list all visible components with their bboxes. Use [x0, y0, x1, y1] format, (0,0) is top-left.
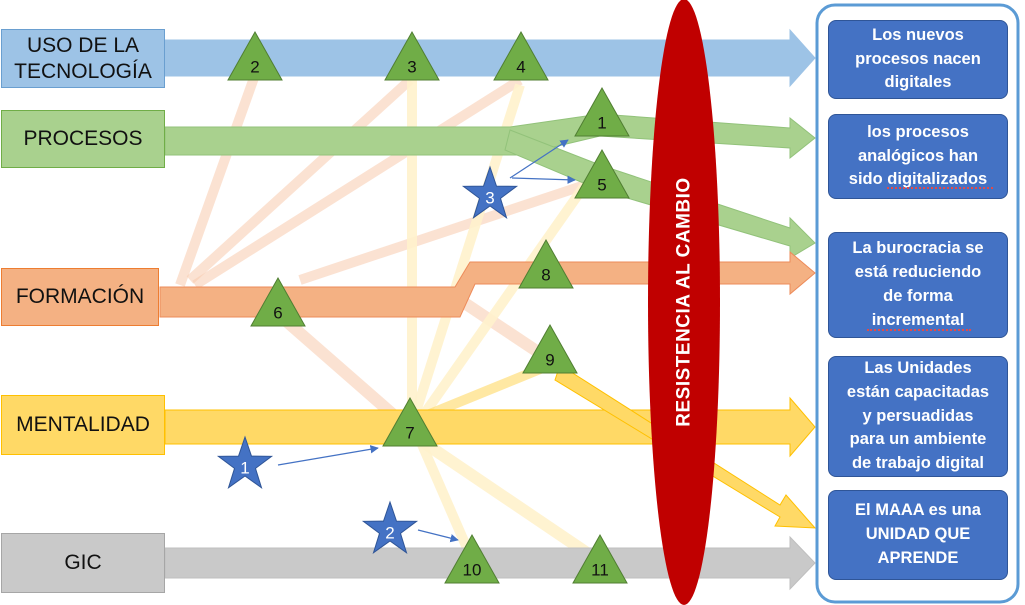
star-shape	[461, 165, 519, 219]
star-shape	[361, 500, 419, 554]
triangle-label: 4	[516, 58, 525, 77]
triangle-shape	[572, 533, 628, 584]
triangle-marker-10: 10	[444, 533, 500, 584]
influence-line	[192, 75, 523, 290]
triangle-label: 6	[273, 304, 282, 323]
procesos-arrow	[164, 113, 816, 160]
triangle-shape	[518, 238, 574, 289]
star-shape	[216, 435, 274, 489]
triangle-shape	[493, 30, 549, 81]
triangle-label: 9	[545, 351, 554, 370]
outcome-box-4: Las Unidades están capacitadas y persuad…	[828, 356, 1008, 477]
category-label-tecnologia: USO DE LA TECNOLOGÍA	[1, 29, 165, 88]
triangle-shape	[250, 276, 306, 327]
star-markers: 1 2 3	[216, 165, 519, 554]
triangle-marker-5: 5	[574, 148, 630, 199]
triangle-marker-2: 2	[227, 30, 283, 81]
star-label: 3	[485, 189, 494, 208]
triangle-shape	[384, 30, 440, 81]
spellcheck-underline	[887, 185, 993, 189]
outcome-box-2: los procesos analógicos han sido digital…	[828, 114, 1008, 199]
triangle-label: 10	[463, 561, 482, 580]
triangle-label: 5	[597, 176, 606, 195]
triangle-marker-7: 7	[382, 396, 438, 447]
triangle-shape	[382, 396, 438, 447]
influence-line	[281, 315, 409, 430]
category-label-procesos: PROCESOS	[1, 110, 165, 168]
outcomes-frame	[815, 3, 1020, 604]
star-connector	[511, 175, 576, 184]
resistance-barrier: RESISTENCIA AL CAMBIO	[648, 0, 720, 605]
category-label-mentalidad: MENTALIDAD	[1, 395, 165, 455]
outcome-box-3: La burocracia se está reduciendo de form…	[828, 232, 1008, 338]
triangle-label: 1	[597, 114, 606, 133]
triangle-label: 3	[407, 58, 416, 77]
star-connector	[277, 445, 379, 466]
category-label-formacion: FORMACIÓN	[1, 268, 159, 326]
influence-line	[298, 175, 602, 285]
outcome-box-5: El MAAA es una UNIDAD QUE APRENDE	[828, 490, 1008, 580]
category-label-gic: GIC	[1, 533, 165, 593]
influence-line	[416, 435, 594, 560]
triangle-shape	[444, 533, 500, 584]
triangle-shape	[574, 86, 630, 137]
influence-line	[456, 295, 554, 365]
star-label: 1	[240, 459, 249, 478]
triangle-shape	[227, 30, 283, 81]
triangle-marker-4: 4	[493, 30, 549, 81]
influence-lines	[175, 73, 602, 560]
barrier-label: RESISTENCIA AL CAMBIO	[674, 177, 695, 426]
influence-line	[186, 76, 414, 284]
triangle-markers: 1 2 3 4 5 6 7 8 9 10 11	[227, 30, 630, 584]
triangle-marker-11: 11	[572, 533, 628, 584]
triangle-marker-9: 9	[522, 323, 578, 374]
star-connectors	[277, 139, 576, 543]
influence-line	[175, 73, 260, 287]
triangle-marker-8: 8	[518, 238, 574, 289]
outcome-box-1: Los nuevos procesos nacen digitales	[828, 20, 1008, 99]
triangle-label: 2	[250, 58, 259, 77]
star-connector	[509, 139, 569, 179]
triangle-marker-6: 6	[250, 276, 306, 327]
influence-line	[415, 182, 590, 423]
star-connector	[417, 529, 459, 543]
outcome-box-3-text: La burocracia se está reduciendo de form…	[852, 239, 984, 329]
star-marker-3: 3	[461, 165, 519, 219]
outcome-box-2-text: los procesos analógicos han sido digital…	[848, 122, 988, 189]
triangle-label: 7	[405, 424, 414, 443]
triangle-label: 8	[541, 266, 550, 285]
triangle-shape	[574, 148, 630, 199]
barrier-ellipse	[648, 0, 720, 605]
star-marker-2: 2	[361, 500, 419, 554]
influence-line	[415, 438, 475, 557]
triangle-marker-3: 3	[384, 30, 440, 81]
star-label: 2	[385, 524, 394, 543]
influence-line	[418, 360, 552, 423]
triangle-marker-1: 1	[574, 86, 630, 137]
spellcheck-underline	[867, 327, 971, 331]
star-marker-1: 1	[216, 435, 274, 489]
gic-arrow	[164, 535, 816, 591]
triangle-shape	[522, 323, 578, 374]
triangle-label: 11	[591, 561, 609, 580]
